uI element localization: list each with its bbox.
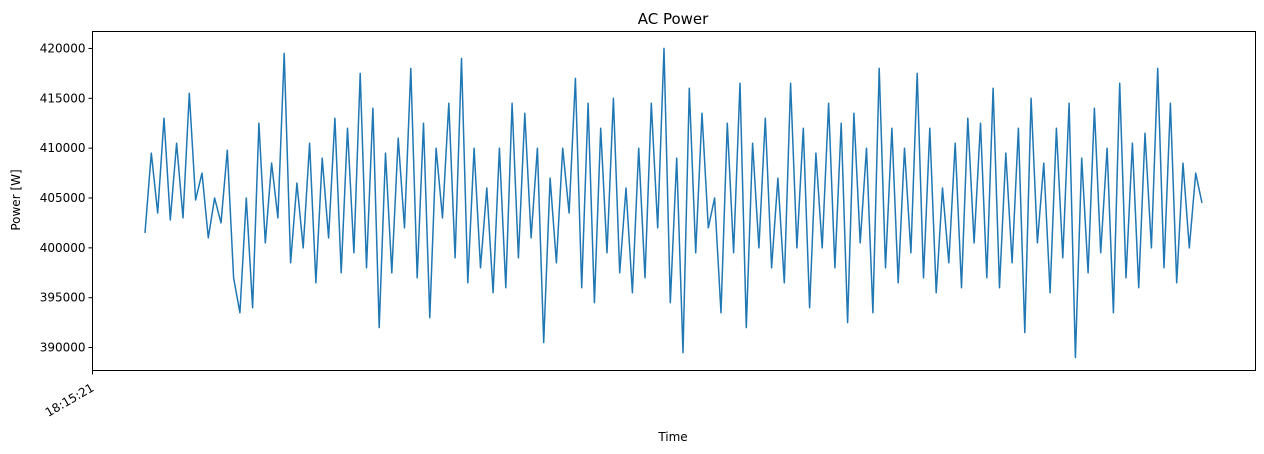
- x-tick-label: 18:15:21: [43, 381, 97, 420]
- x-axis-label: Time: [657, 430, 687, 444]
- y-tick-label: 410000: [40, 141, 86, 155]
- y-tick-label: 390000: [40, 341, 86, 355]
- y-tick-label: 420000: [40, 41, 86, 55]
- chart-title: AC Power: [638, 10, 709, 28]
- plot-frame: [92, 31, 1256, 371]
- x-axis-ticks: 18:15:21: [43, 370, 97, 420]
- series-line: [144, 47, 1203, 359]
- y-tick-label: 405000: [40, 191, 86, 205]
- y-axis-label: Power [W]: [9, 169, 23, 230]
- y-tick-label: 395000: [40, 291, 86, 305]
- y-tick-label: 400000: [40, 241, 86, 255]
- y-axis-ticks: 390000 395000 400000 405000 410000 415000 4200…: [40, 41, 93, 355]
- y-tick-label: 415000: [40, 91, 86, 105]
